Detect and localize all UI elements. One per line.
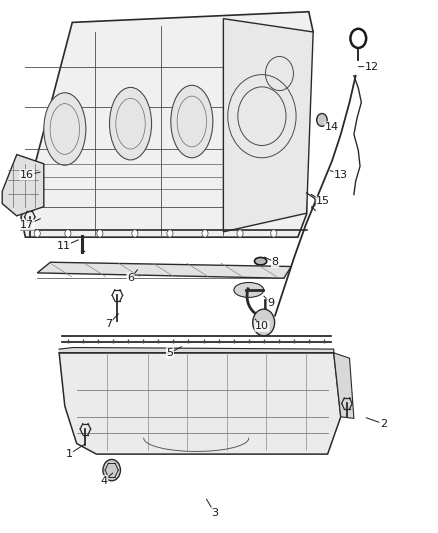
Text: 12: 12 xyxy=(364,62,378,71)
Circle shape xyxy=(350,29,366,48)
Polygon shape xyxy=(21,12,313,237)
Polygon shape xyxy=(37,262,291,278)
Text: 14: 14 xyxy=(325,122,339,132)
Polygon shape xyxy=(2,155,44,216)
Ellipse shape xyxy=(171,85,213,158)
Text: 17: 17 xyxy=(20,220,34,230)
Circle shape xyxy=(271,230,277,237)
Text: 1: 1 xyxy=(66,449,73,459)
Circle shape xyxy=(167,230,173,237)
Circle shape xyxy=(253,309,275,336)
Circle shape xyxy=(202,230,208,237)
Text: 6: 6 xyxy=(127,273,134,283)
Text: 11: 11 xyxy=(57,241,71,251)
Text: 3: 3 xyxy=(211,508,218,518)
Text: 16: 16 xyxy=(20,170,34,180)
Circle shape xyxy=(237,230,243,237)
Polygon shape xyxy=(59,353,341,454)
Polygon shape xyxy=(59,348,334,353)
Text: 10: 10 xyxy=(255,321,269,331)
Circle shape xyxy=(34,230,40,237)
Text: 7: 7 xyxy=(105,319,112,329)
Text: 13: 13 xyxy=(334,170,348,180)
Ellipse shape xyxy=(110,87,152,160)
Circle shape xyxy=(132,230,138,237)
Circle shape xyxy=(103,459,120,481)
Circle shape xyxy=(97,230,103,237)
Ellipse shape xyxy=(254,257,267,265)
Text: 5: 5 xyxy=(166,348,173,358)
Text: 15: 15 xyxy=(316,197,330,206)
Polygon shape xyxy=(334,353,354,418)
Ellipse shape xyxy=(44,93,86,165)
Polygon shape xyxy=(223,19,313,232)
Ellipse shape xyxy=(234,282,264,297)
Circle shape xyxy=(65,230,71,237)
Text: 8: 8 xyxy=(272,257,279,267)
Text: 9: 9 xyxy=(267,298,274,308)
Text: 4: 4 xyxy=(101,476,108,486)
Text: 2: 2 xyxy=(380,419,387,429)
Circle shape xyxy=(317,114,327,126)
